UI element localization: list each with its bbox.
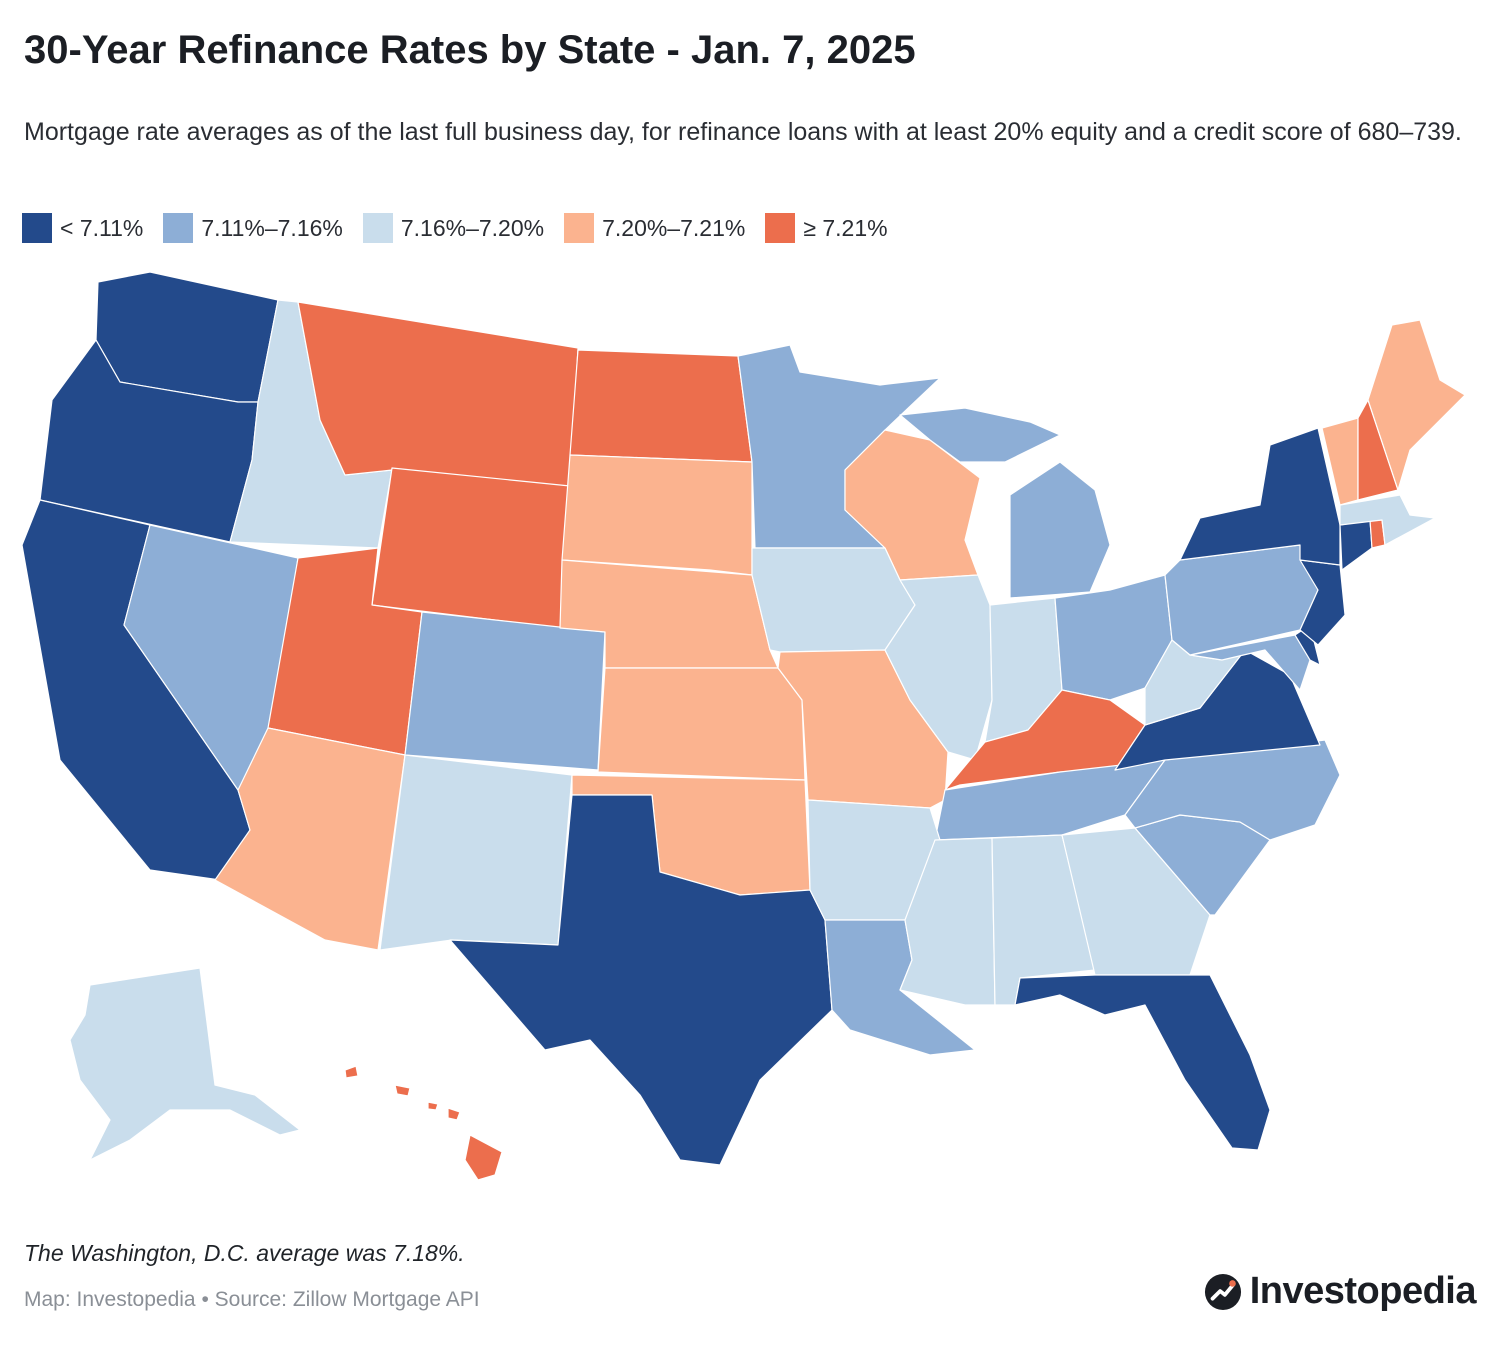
state-hi[interactable] [344,1065,503,1181]
state-ct[interactable] [1339,519,1373,571]
us-state-map [21,271,1466,1181]
state-ak[interactable] [69,967,301,1161]
legend-item-3: 7.16%–7.20% [362,213,545,243]
source-credit: Map: Investopedia • Source: Zillow Mortg… [24,1288,480,1311]
legend-swatch-3 [362,213,393,243]
legend-item-5: ≥ 7.21% [765,213,888,243]
state-tx[interactable] [449,794,833,1166]
state-ma[interactable] [1339,494,1436,546]
state-ga[interactable] [1061,827,1211,976]
state-mi[interactable] [899,407,1111,599]
chart-subtitle: Mortgage rate averages as of the last fu… [24,118,1462,146]
state-nm[interactable] [379,754,573,951]
legend-swatch-5 [765,213,796,243]
state-sd[interactable] [561,454,753,576]
state-il[interactable] [884,574,993,761]
legend-label-1: < 7.11% [60,214,144,241]
investopedia-logo-icon [1204,1273,1241,1310]
legend-label-4: 7.20%–7.21% [602,214,746,241]
brand-name: Investopedia [1249,1270,1477,1312]
dc-note: The Washington, D.C. average was 7.18%. [24,1240,465,1266]
legend-item-1: < 7.11% [22,213,143,243]
state-nd[interactable] [569,349,753,463]
state-wy[interactable] [371,467,571,629]
legend-swatch-2 [163,213,194,243]
legend-label-3: 7.16%–7.20% [400,214,545,241]
legend-swatch-1 [22,213,52,243]
legend-label-2: 7.11%–7.16% [201,214,343,241]
state-ny[interactable] [1179,427,1341,566]
state-fl[interactable] [1014,974,1271,1151]
legend-item-4: 7.20%–7.21% [564,213,745,243]
investopedia-brand: Investopedia [1204,1270,1477,1313]
state-ia[interactable] [751,547,916,653]
legend-item-2: 7.11%–7.16% [163,213,343,243]
state-co[interactable] [404,611,606,771]
chart-title: 30-Year Refinance Rates by State - Jan. … [24,28,916,72]
state-wi[interactable] [844,429,981,581]
legend-label-5: ≥ 7.21% [803,214,888,241]
state-mt[interactable] [297,301,579,489]
state-me[interactable] [1367,319,1466,491]
state-ks[interactable] [597,667,806,781]
legend-swatch-4 [564,213,595,243]
legend: < 7.11% 7.11%–7.16% 7.16%–7.20% 7.20%–7.… [22,213,908,243]
